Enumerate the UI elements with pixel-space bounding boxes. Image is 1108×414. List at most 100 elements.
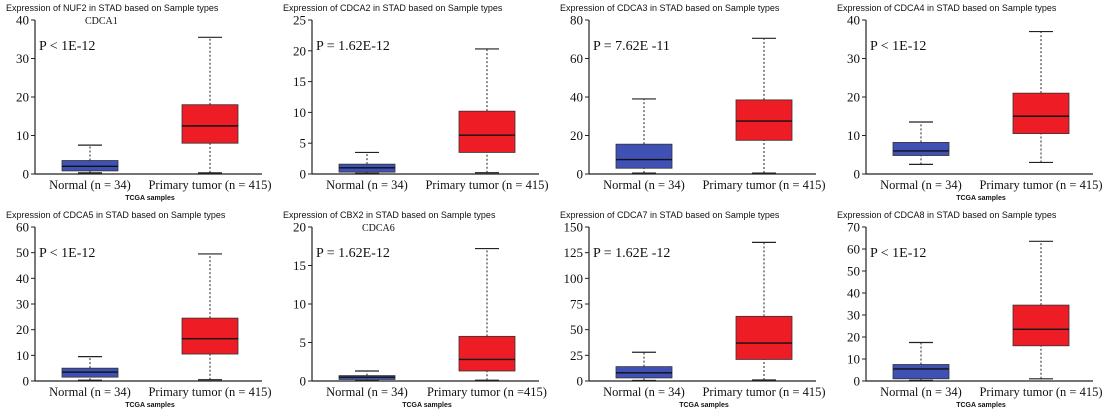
y-tick-label: 40	[847, 286, 860, 301]
y-tick-label: 30	[16, 51, 29, 66]
chart-title: Expression of CDCA2 in STAD based on Sam…	[283, 3, 503, 13]
y-tick-label: 5	[300, 335, 307, 350]
y-tick-label: 10	[16, 128, 29, 143]
category-label: Normal (n = 34)	[603, 178, 685, 192]
y-tick-label: 60	[847, 242, 860, 257]
chart-title: Expression of NUF2 in STAD based on Samp…	[6, 3, 219, 13]
iqr-box	[615, 143, 673, 169]
chart-title: Expression of CDCA3 in STAD based on Sam…	[560, 3, 780, 13]
chart-svg: Expression of CDCA2 in STAD based on Sam…	[283, 3, 549, 192]
chart-panel: Expression of CBX2 in STAD based on Samp…	[277, 207, 554, 414]
category-label: Primary tumor (n = 415)	[148, 178, 271, 192]
y-tick-label: 25	[570, 348, 583, 363]
normal-box	[892, 341, 950, 381]
chart-title: Expression of CDCA7 in STAD based on Sam…	[560, 210, 780, 220]
p-value-label: P < 1E-12	[870, 39, 926, 54]
y-tick-label: 75	[570, 297, 583, 312]
category-label: Primary tumor (n = 415)	[702, 178, 825, 192]
normal-box	[61, 144, 119, 174]
category-label: Primary tumor (n = 415)	[979, 385, 1102, 399]
p-value-label: P = 1.62E -12	[593, 246, 670, 261]
chart-panel: Expression of CDCA4 in STAD based on Sam…	[831, 0, 1108, 207]
y-tick-label: 40	[570, 90, 583, 105]
y-tick-label: 0	[577, 374, 584, 389]
category-label: Normal (n = 34)	[326, 178, 408, 192]
chart-panel: Expression of CDCA7 in STAD based on Sam…	[554, 207, 831, 414]
iqr-box	[1012, 92, 1070, 134]
y-tick-label: 20	[16, 322, 29, 337]
p-value-label: P = 1.62E-12	[316, 39, 390, 54]
y-tick-label: 0	[577, 167, 584, 182]
tumor-box	[735, 241, 793, 381]
y-tick-label: 5	[300, 136, 307, 151]
iqr-box	[458, 110, 516, 153]
category-label: Normal (n = 34)	[49, 385, 131, 399]
tumor-box	[458, 247, 516, 381]
y-tick-label: 50	[847, 264, 860, 279]
y-tick-label: 30	[847, 51, 860, 66]
category-label: Normal (n = 34)	[880, 385, 962, 399]
y-tick-label: 40	[16, 271, 29, 286]
p-value-label: P = 7.62E -11	[593, 39, 670, 54]
y-tick-label: 40	[16, 13, 29, 28]
y-tick-label: 50	[570, 322, 583, 337]
y-tick-label: 100	[564, 271, 584, 286]
y-tick-label: 15	[293, 74, 306, 89]
chart-title: Expression of CDCA4 in STAD based on Sam…	[837, 3, 1057, 13]
category-label: Normal (n = 34)	[326, 385, 408, 399]
y-tick-label: 30	[847, 308, 860, 323]
category-label: Primary tumor (n = 415)	[148, 385, 271, 399]
chart-panel: Expression of CDCA3 in STAD based on Sam…	[554, 0, 831, 207]
chart-panel: Expression of NUF2 in STAD based on Samp…	[0, 0, 277, 207]
y-tick-label: 25	[293, 13, 306, 28]
p-value-label: P = 1.62E-12	[316, 246, 390, 261]
normal-box	[338, 151, 396, 174]
x-axis-label: TCGA samples	[402, 402, 452, 409]
y-tick-label: 20	[293, 220, 306, 235]
x-axis-label: TCGA samples	[679, 402, 729, 409]
tumor-box	[181, 36, 239, 174]
iqr-box	[735, 315, 793, 360]
y-tick-label: 10	[847, 128, 860, 143]
category-label: Normal (n = 34)	[603, 385, 685, 399]
y-tick-label: 0	[23, 374, 30, 389]
y-tick-label: 20	[570, 128, 583, 143]
y-tick-label: 10	[847, 352, 860, 367]
p-value-label: P < 1E-12	[39, 246, 95, 261]
p-value-label: P < 1E-12	[870, 246, 926, 261]
chart-svg: Expression of CDCA7 in STAD based on Sam…	[560, 210, 826, 409]
chart-title: Expression of CDCA5 in STAD based on Sam…	[6, 210, 226, 220]
y-tick-label: 20	[16, 90, 29, 105]
x-axis-label: TCGA samples	[956, 195, 1006, 202]
iqr-box	[892, 364, 950, 380]
chart-title: Expression of CBX2 in STAD based on Samp…	[283, 210, 496, 220]
category-label: Primary tumor (n = 415)	[425, 178, 548, 192]
x-axis-label: TCGA samples	[125, 195, 175, 202]
chart-svg: Expression of CBX2 in STAD based on Samp…	[283, 210, 547, 409]
tumor-box	[181, 253, 239, 381]
normal-box	[615, 98, 673, 174]
tumor-box	[458, 48, 516, 174]
chart-subtitle: CDCA1	[85, 16, 118, 27]
y-tick-label: 40	[847, 13, 860, 28]
category-label: Normal (n = 34)	[49, 178, 131, 192]
y-tick-label: 0	[300, 374, 307, 389]
normal-box	[338, 370, 396, 382]
y-tick-label: 0	[300, 167, 307, 182]
tumor-box	[1012, 30, 1070, 164]
chart-panel: Expression of CDCA5 in STAD based on Sam…	[0, 207, 277, 414]
chart-subtitle: CDCA6	[362, 223, 395, 234]
chart-title: Expression of CDCA8 in STAD based on Sam…	[837, 210, 1057, 220]
y-tick-label: 20	[847, 90, 860, 105]
y-tick-label: 50	[16, 245, 29, 260]
y-tick-label: 10	[293, 105, 306, 120]
chart-svg: Expression of CDCA3 in STAD based on Sam…	[560, 3, 826, 192]
chart-svg: Expression of CDCA8 in STAD based on Sam…	[837, 210, 1103, 409]
iqr-box	[181, 104, 239, 144]
y-tick-label: 60	[16, 220, 29, 235]
iqr-box	[458, 335, 516, 372]
y-tick-label: 60	[570, 51, 583, 66]
iqr-box	[1012, 304, 1070, 347]
iqr-box	[735, 99, 793, 141]
